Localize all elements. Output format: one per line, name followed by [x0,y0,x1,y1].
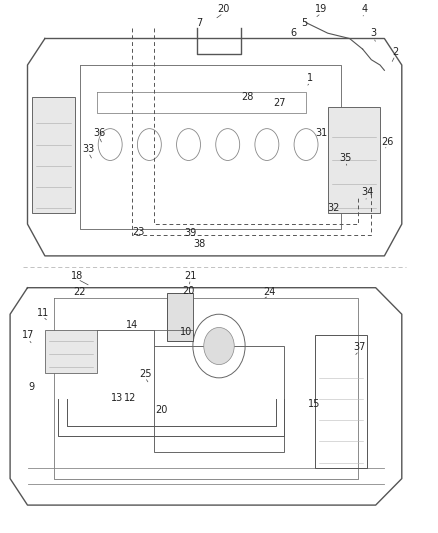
Text: 13: 13 [111,393,123,403]
Text: 31: 31 [315,128,327,138]
Text: 36: 36 [93,128,106,138]
Circle shape [204,327,234,365]
Text: 32: 32 [327,203,339,213]
Text: 17: 17 [22,330,35,341]
Text: 22: 22 [74,287,86,297]
Text: 34: 34 [361,187,373,197]
Text: 23: 23 [132,227,145,237]
Text: 6: 6 [291,28,297,38]
Text: 2: 2 [392,47,399,56]
Text: 9: 9 [29,382,35,392]
Text: 21: 21 [184,271,197,280]
Text: 18: 18 [71,271,84,280]
Text: 28: 28 [241,92,254,102]
Text: 20: 20 [182,286,195,296]
Bar [328,108,380,214]
Text: 33: 33 [82,144,95,154]
Bar [45,330,97,373]
Bar [315,335,367,468]
Bar [32,97,75,214]
Text: 19: 19 [315,4,327,14]
Text: 7: 7 [196,18,202,28]
Text: 11: 11 [37,308,49,318]
Text: 35: 35 [339,153,351,163]
Text: 14: 14 [126,320,138,330]
Text: 12: 12 [124,393,136,403]
Text: 38: 38 [193,239,205,249]
Text: 20: 20 [155,405,168,415]
Text: 3: 3 [371,28,377,38]
Bar [154,346,284,452]
Text: 37: 37 [353,342,365,352]
Text: 4: 4 [362,4,368,14]
Text: 27: 27 [274,98,286,108]
Text: 24: 24 [263,287,275,297]
Text: 15: 15 [307,399,320,409]
Bar [167,293,193,341]
Text: 10: 10 [180,327,192,337]
Text: 20: 20 [217,4,230,14]
Text: 39: 39 [184,228,197,238]
Text: 5: 5 [301,18,307,28]
Text: 26: 26 [381,137,394,147]
Text: 25: 25 [139,369,151,378]
Text: 1: 1 [307,73,314,83]
